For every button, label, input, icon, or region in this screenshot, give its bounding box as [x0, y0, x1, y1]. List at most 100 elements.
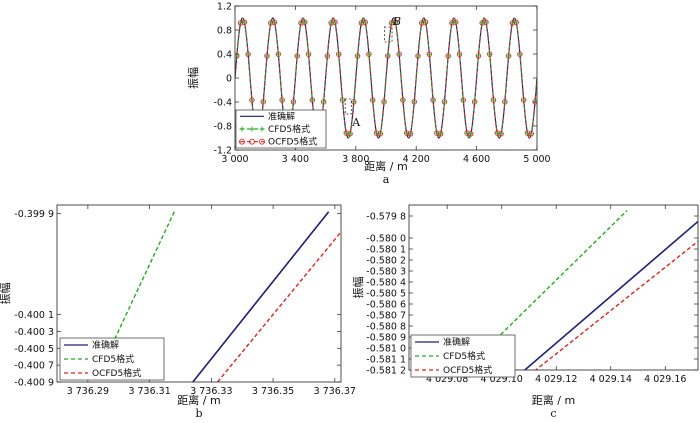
legend-marker [249, 138, 255, 145]
y-tick-label: -0.580 3 [366, 267, 406, 278]
x-tick-label: 3 736.33 [190, 386, 232, 397]
ocfd5-marker [271, 19, 278, 25]
cfd5-marker [302, 19, 308, 25]
x-tick-label: 3 400 [282, 154, 309, 165]
cfd5-marker [472, 99, 478, 105]
x-tick-label: 3 000 [221, 154, 248, 165]
cfd5-marker [260, 99, 266, 105]
cfd5-marker [336, 51, 342, 57]
cfd5-marker [362, 19, 368, 25]
x-tick-label: 3 736.35 [252, 386, 294, 397]
x-axis-label: 距离 / m [177, 393, 220, 407]
cfd5-marker [415, 53, 421, 59]
chart-b: 3 736.29 3 736.31 3 736.33 3 736.35 3 736.37… [0, 204, 356, 420]
ocfd5-marker [245, 51, 251, 57]
cfd5-marker [453, 19, 459, 25]
x-tick-label: 3 736.29 [67, 386, 109, 397]
cfd5-marker [340, 97, 346, 103]
cfd5-marker [457, 51, 463, 57]
cfd5-marker [400, 97, 406, 103]
chart-c: 4 029.08 4 029.10 4 029.12 4 029.14 4 029.16… [351, 204, 699, 420]
y-tick-label: -0.580 7 [366, 311, 406, 322]
cfd5-marker [411, 99, 417, 105]
ocfd5-marker [241, 19, 248, 25]
y-tick-label: -0.580 4 [366, 278, 406, 289]
series-group [463, 210, 698, 370]
ocfd5-marker [513, 19, 519, 25]
ocfd5-marker [336, 51, 342, 57]
x-tick-label: 4 029.08 [426, 374, 468, 385]
y-tick-label: -0.400 1 [14, 310, 54, 321]
y-tick-label: -1.2 [213, 146, 232, 157]
cfd5-marker [438, 131, 444, 137]
ocfd5-marker [430, 97, 436, 103]
series-line-scheme [105, 211, 175, 358]
cfd5-marker [332, 19, 338, 25]
ocfd5-marker [449, 20, 455, 26]
cfd5-marker [528, 131, 534, 137]
ocfd5-marker [249, 97, 255, 103]
y-tick-label: -0.579 8 [366, 212, 406, 223]
cfd5-marker [396, 51, 402, 57]
ocfd5-marker [403, 130, 410, 136]
ocfd5-marker [370, 97, 376, 103]
ocfd5-marker [396, 51, 402, 57]
legend-label: OCFD5格式 [92, 367, 141, 379]
cfd5-marker [366, 51, 372, 57]
cfd5-marker [275, 51, 281, 57]
legend-label: 准确解 [268, 110, 295, 122]
y-tick-label: 0 [226, 74, 232, 85]
ocfd5-marker [400, 97, 406, 103]
ocfd5-marker [464, 130, 470, 136]
cfd5-marker [430, 97, 436, 103]
cfd5-marker [347, 131, 353, 137]
y-tick-label: -0.580 8 [366, 322, 406, 333]
ocfd5-marker [260, 99, 266, 105]
panel-label: c [550, 407, 556, 420]
cfd5-marker [468, 131, 474, 137]
ocfd5-marker [264, 53, 270, 59]
ocfd5-marker [381, 99, 387, 105]
cfd5-marker [445, 53, 451, 59]
y-tick-label: -0.400 7 [14, 361, 54, 372]
series-line-exact [523, 220, 698, 370]
cfd5-marker [290, 99, 296, 105]
ocfd5-marker [343, 130, 349, 136]
annotation-box [384, 26, 393, 43]
y-tick-label: 0.4 [217, 50, 232, 61]
cfd5-marker [321, 99, 327, 105]
series-line-scheme [463, 210, 628, 370]
ocfd5-marker [305, 51, 312, 57]
ocfd5-marker [487, 51, 493, 57]
cfd5-marker [407, 131, 413, 137]
legend-marker [259, 126, 265, 132]
legend-label: CFD5格式 [92, 353, 134, 365]
cfd5-marker [294, 53, 300, 59]
ocfd5-marker [509, 20, 516, 26]
cfd5-marker [279, 97, 285, 103]
y-tick-label: 1.2 [217, 2, 232, 13]
ocfd5-marker [453, 19, 459, 25]
cfd5-marker [423, 19, 429, 25]
ocfd5-marker [354, 53, 361, 59]
ocfd5-marker [422, 19, 429, 25]
cfd5-marker [377, 131, 383, 137]
y-tick-label: -0.580 5 [366, 289, 406, 300]
cfd5-marker [513, 19, 519, 25]
series-line-exact [192, 211, 330, 382]
cfd5-marker [392, 19, 398, 25]
ocfd5-marker [419, 20, 425, 26]
ocfd5-marker [373, 130, 380, 136]
legend-marker [239, 138, 245, 145]
ocfd5-marker [388, 20, 395, 26]
cfd5-marker [309, 97, 315, 103]
ocfd5-marker [494, 130, 500, 136]
y-tick-label: -0.400 9 [14, 378, 54, 389]
cfd5-marker [272, 19, 278, 25]
ocfd5-marker [456, 51, 463, 57]
ocfd5-marker [294, 53, 300, 59]
legend-label: OCFD5格式 [268, 136, 317, 148]
ocfd5-marker [332, 19, 338, 25]
cfd5-marker [385, 53, 391, 59]
ocfd5-marker [358, 20, 365, 26]
